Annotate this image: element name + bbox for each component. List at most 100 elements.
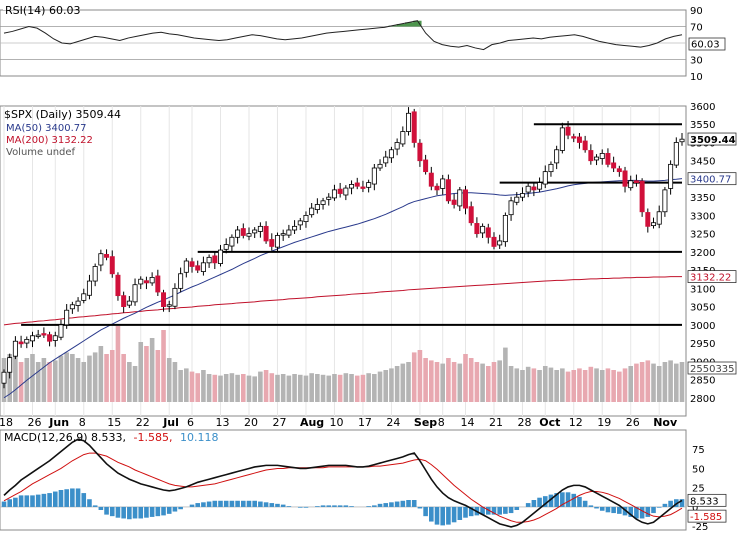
macd-histogram-bar (64, 489, 69, 507)
candle-body (383, 156, 389, 164)
macd-histogram-bar (372, 505, 377, 507)
macd-histogram-bar (611, 506, 616, 514)
volume-bar (280, 374, 286, 402)
x-tick-label: Jun (48, 416, 69, 429)
volume-bar (525, 366, 531, 402)
macd-badge-value: -1.585 (690, 512, 722, 523)
volume-bar (235, 374, 240, 402)
volume-bar (47, 362, 52, 402)
macd-histogram-bar (195, 503, 201, 507)
candle-body (200, 262, 206, 272)
volume-bar (292, 374, 297, 402)
macd-histogram-bar (485, 506, 491, 515)
macd-histogram-bar (121, 506, 126, 519)
candle-body (252, 229, 258, 234)
candle-body (417, 142, 423, 162)
volume-bar (223, 374, 229, 402)
price-badge-box (687, 172, 737, 186)
x-tick-label: 10 (329, 416, 343, 429)
x-tick-label: 22 (136, 416, 150, 429)
volume-bar (548, 367, 554, 402)
volume-bar (195, 373, 201, 402)
volume-bar (240, 374, 246, 402)
macd-tick-label: 50 (692, 464, 705, 475)
volume-bar (161, 330, 166, 402)
volume-bar (201, 370, 206, 402)
macd-legend: MACD(12,26,9) 8.533, -1.585, 10.118 (4, 431, 219, 444)
candle-body (497, 240, 503, 246)
volume-bar (400, 363, 406, 402)
macd-histogram-bar (560, 492, 565, 507)
ma200-line (3, 276, 683, 326)
macd-histogram-bar (275, 503, 280, 507)
macd-histogram-bar (70, 488, 75, 507)
volume-bar (537, 370, 542, 402)
candle-body (69, 304, 75, 310)
volume-bar (138, 342, 144, 402)
candle-body (542, 171, 548, 185)
macd-histogram-bar (417, 506, 423, 509)
volume-bar (491, 362, 497, 402)
candle-body (554, 149, 560, 164)
candle-body (668, 163, 674, 189)
volume-bar (127, 362, 132, 402)
price-badge: 3132.22 (687, 270, 737, 284)
volume-bar (132, 366, 138, 402)
volume-bar (679, 362, 685, 402)
macd-histogram-bar (451, 506, 457, 523)
macd-histogram-bar (343, 505, 349, 507)
volume-bar (184, 368, 189, 402)
macd-histogram-bar (599, 506, 605, 511)
price-tick-label: 3450 (690, 157, 715, 168)
volume-bar (13, 350, 18, 402)
volume-bar (269, 373, 275, 402)
macd-histogram-bar (303, 506, 309, 508)
candle-body (280, 233, 286, 236)
volume-bar (70, 354, 75, 402)
volume-bar (303, 375, 309, 402)
volume-bar (588, 366, 594, 402)
candle-body (525, 185, 531, 193)
candle-body (576, 136, 582, 143)
volume-bar (463, 354, 468, 402)
macd-histogram-bar (13, 497, 18, 507)
volume-bar (166, 358, 172, 402)
volume-bar (656, 366, 662, 402)
candle-body (377, 163, 383, 169)
price-tick-label: 3050 (690, 303, 715, 314)
candle-body (161, 292, 167, 307)
macd-histogram-bar (639, 506, 645, 519)
candle-body (502, 215, 508, 243)
candle-body (109, 256, 115, 275)
volume-bar (115, 326, 121, 402)
volume-bar (639, 362, 645, 402)
volume-bar (144, 346, 149, 402)
macd-histogram-bar (634, 506, 639, 519)
candle-body (519, 193, 525, 198)
macd-histogram-bar (109, 506, 115, 517)
candle-body (468, 206, 474, 224)
macd-histogram-bar (269, 503, 275, 507)
price-title: $SPX (Daily) 3509.44 (4, 108, 121, 121)
rsi-tick-label: 70 (690, 23, 703, 34)
volume-bar (64, 352, 69, 402)
macd-histogram-bar (377, 503, 383, 507)
macd-histogram-bar (423, 506, 428, 517)
volume-bar (309, 373, 314, 402)
candle-body (537, 182, 543, 190)
macd-histogram-bar (218, 500, 223, 507)
macd-histogram-bar (668, 500, 673, 507)
price-panel: 3600355035003450340033503300325032003150… (0, 102, 737, 429)
volume-bar (668, 360, 673, 402)
candle-body (331, 189, 337, 199)
candle-body (235, 229, 241, 238)
price-tick-label: 3100 (690, 284, 715, 295)
candle-body (47, 334, 53, 342)
macd-histogram-bar (24, 495, 30, 507)
candle-body (246, 233, 252, 237)
price-frame (0, 105, 687, 417)
x-tick-label: Aug (300, 416, 324, 429)
volume-bar (577, 368, 582, 402)
macd-histogram-bar (18, 495, 24, 507)
candle-body (223, 244, 229, 250)
